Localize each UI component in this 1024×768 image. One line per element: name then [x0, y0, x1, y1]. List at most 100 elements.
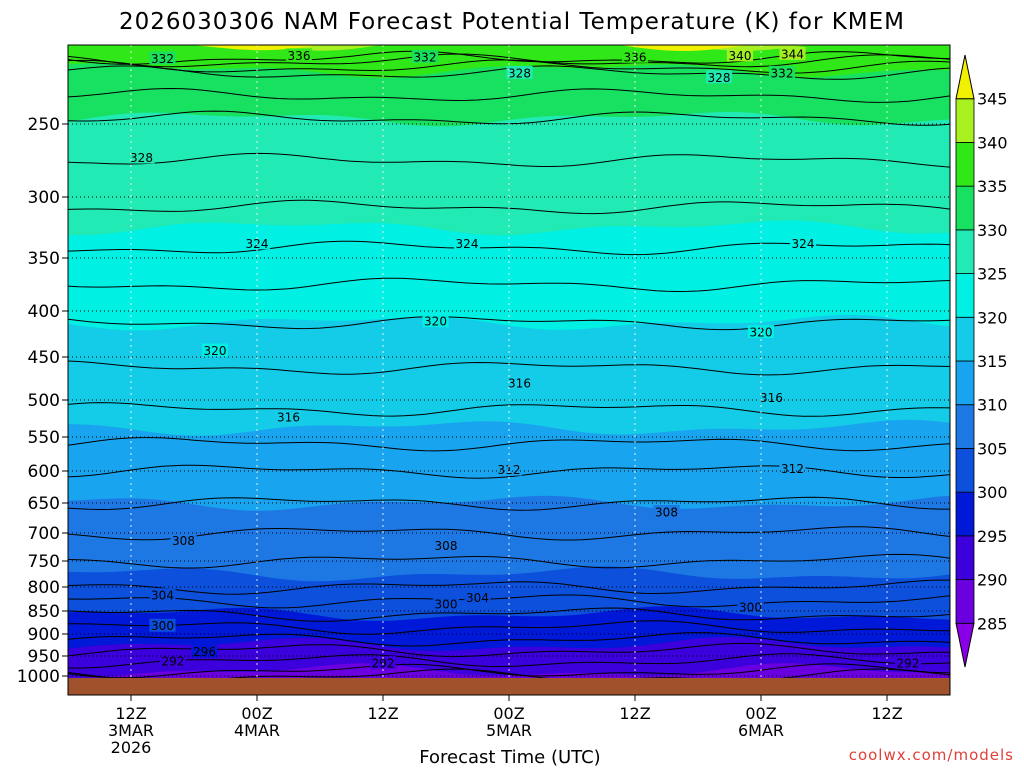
contour-label-bg	[159, 653, 187, 667]
contour-label-bg	[149, 618, 176, 632]
contour-label-bg	[275, 410, 302, 424]
ground-strip	[68, 678, 950, 695]
contour-label-bg	[201, 343, 229, 357]
contour-label-bg	[369, 655, 397, 669]
contour-line	[68, 402, 950, 417]
x-tick-label: 00Z	[241, 704, 272, 723]
x-tick-label: 12Z	[871, 704, 902, 723]
x-tick-label: 00Z	[493, 704, 524, 723]
colorbar-segment	[955, 316, 975, 362]
colorbar-segment	[955, 535, 975, 580]
contour-label-bg	[170, 533, 197, 547]
contour-line	[68, 496, 950, 511]
contour-label-bg	[506, 375, 533, 389]
y-tick-label: 800	[28, 578, 60, 598]
colorbar-segment	[955, 54, 975, 100]
fill-band	[190, 45, 749, 51]
y-tick-label: 600	[28, 462, 60, 482]
x-tick-label: 12Z	[115, 704, 146, 723]
contour-label: 300	[739, 601, 762, 615]
contour-label-bg	[128, 150, 155, 164]
colorbar-segment	[955, 273, 975, 318]
contour-label-bg	[422, 314, 449, 328]
contour-label-bg	[705, 70, 733, 84]
contour-label: 324	[456, 237, 479, 251]
contour-line	[68, 316, 950, 331]
colorbar-label: 335	[977, 177, 1008, 196]
contour-label-bg	[285, 48, 313, 62]
y-tick-label: 300	[28, 188, 60, 208]
contour-label-bg	[621, 49, 649, 63]
y-tick-label: 450	[28, 348, 60, 368]
colorbar-label: 295	[977, 527, 1008, 546]
y-tick-label: 1000	[17, 667, 60, 687]
contour-label: 308	[172, 534, 195, 548]
contour-label-bg	[432, 596, 460, 610]
x-tick-label: 4MAR	[234, 721, 280, 740]
contour-label-bg	[779, 46, 806, 60]
contour-label: 328	[508, 66, 531, 80]
contour-label: 340	[729, 49, 752, 63]
contour-label: 332	[414, 50, 437, 64]
contour-label-bg	[191, 644, 218, 658]
contour-label: 316	[760, 391, 783, 405]
colorbar-segment	[955, 185, 975, 231]
filled-contours	[68, 45, 950, 678]
colorbar-segment	[955, 360, 975, 406]
colorbar-segment	[955, 448, 975, 493]
contour-label: 312	[498, 463, 521, 477]
colorbar-label: 290	[977, 571, 1008, 590]
contour-label: 344	[781, 47, 804, 61]
contour-label: 316	[277, 411, 300, 425]
colorbar-segment	[955, 98, 975, 143]
contour-label-bg	[453, 236, 481, 250]
contour-label: 332	[151, 52, 174, 66]
colorbar-label: 320	[977, 308, 1008, 327]
colorbar-segment	[955, 142, 975, 187]
contour-line	[68, 152, 950, 168]
colorbar-label: 305	[977, 439, 1008, 458]
y-tick-label: 900	[28, 625, 60, 645]
contour-label-bg	[768, 65, 796, 79]
contour-label: 296	[193, 645, 216, 659]
contour-label: 316	[508, 376, 531, 390]
contour-label: 332	[771, 66, 794, 80]
contour-line	[68, 663, 950, 678]
colorbar-segment	[955, 404, 975, 449]
contour-label-bg	[789, 236, 817, 250]
y-tick-label: 500	[28, 391, 60, 411]
colorbar-label: 325	[977, 265, 1008, 284]
contour-label: 336	[288, 49, 311, 63]
colorbar-label: 300	[977, 483, 1008, 502]
contour-label-bg	[411, 49, 439, 63]
x-tick-label: 3MAR	[108, 721, 154, 740]
contour-label-bg	[726, 48, 754, 62]
contour-label-bg	[464, 590, 491, 604]
contour-label-bg	[779, 461, 806, 475]
colorbar-legend: 285 290 295 300 305 310 315 320 325 330 335 340 345	[955, 54, 1008, 668]
y-tick-label: 700	[28, 524, 60, 544]
contour-line	[68, 553, 950, 569]
x-axis-label: Forecast Time (UTC)	[419, 747, 600, 768]
contour-line	[68, 668, 950, 678]
contour-label-bg	[149, 588, 176, 602]
contour-label-bg	[495, 462, 523, 476]
y-tick-label: 850	[28, 602, 60, 622]
contour-line	[68, 653, 950, 669]
y-axis: 250 300 350 400 450 500 550 600 650 700 750 800 850 9…	[17, 115, 68, 687]
colorbar-label: 285	[977, 614, 1008, 633]
colorbar-label: 340	[977, 133, 1008, 152]
y-tick-label: 950	[28, 647, 60, 667]
contour-label-bg	[747, 325, 775, 339]
x-tick-label: 00Z	[745, 704, 776, 723]
y-tick-label: 650	[28, 494, 60, 514]
contour-label: 320	[424, 315, 447, 329]
colorbar-label: 330	[977, 221, 1008, 240]
contour-label-bg	[243, 236, 271, 250]
contour-label-bg	[506, 65, 533, 79]
colorbar-label: 310	[977, 396, 1008, 415]
